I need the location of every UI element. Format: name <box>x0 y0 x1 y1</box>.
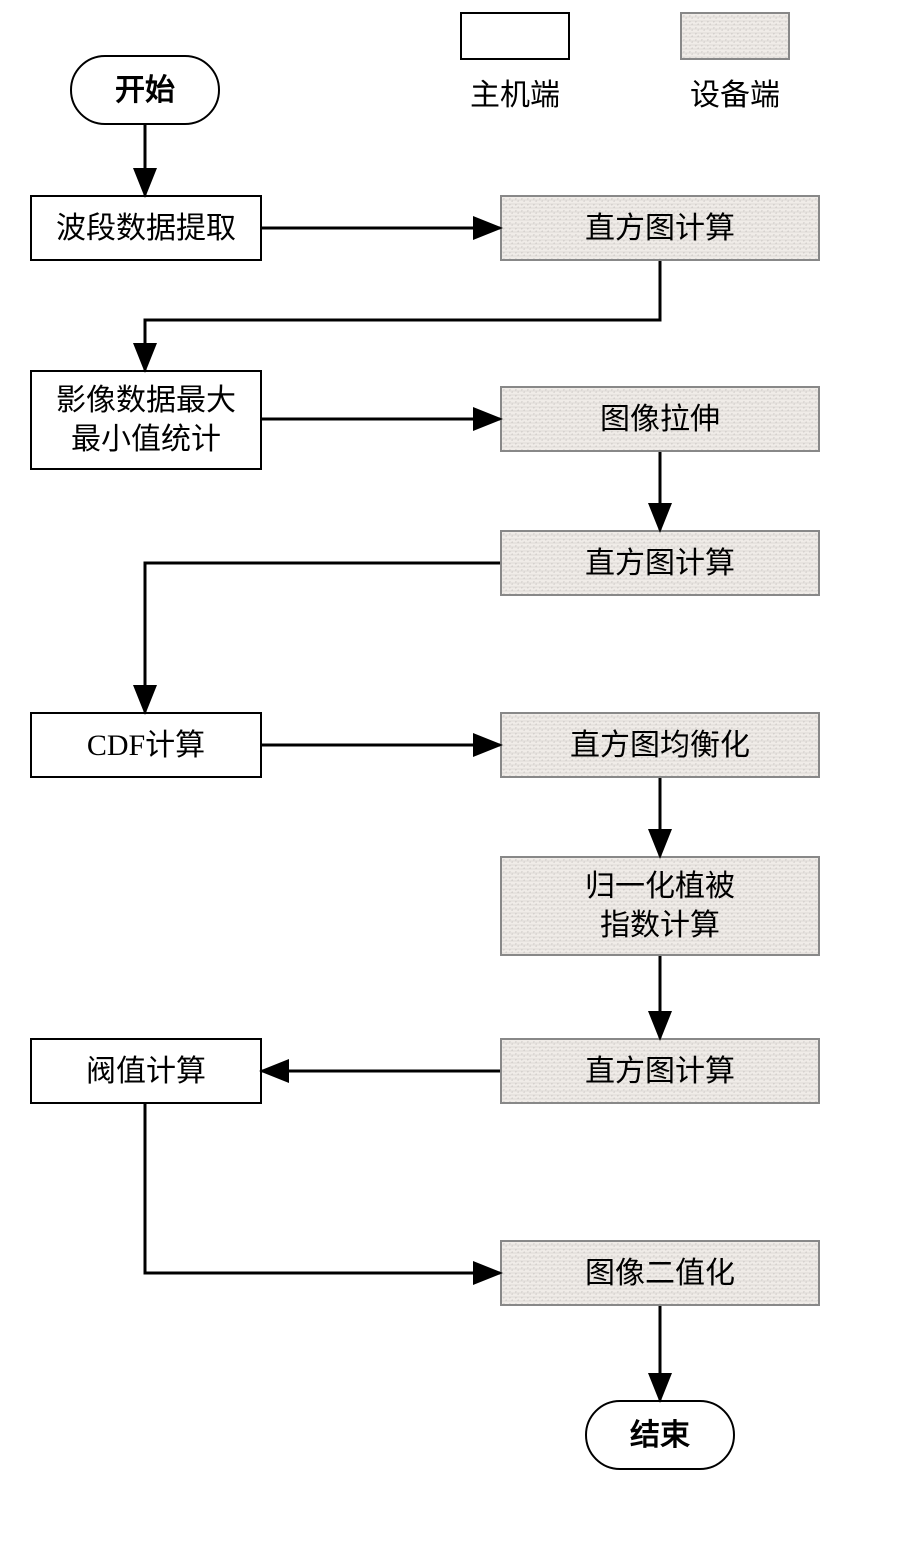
device-histogram-3: 直方图计算 <box>500 1038 820 1104</box>
device-histogram-2: 直方图计算 <box>500 530 820 596</box>
device-ndvi-calc: 归一化植被指数计算 <box>500 856 820 956</box>
host-band-extract: 波段数据提取 <box>30 195 262 261</box>
start-terminal: 开始 <box>70 55 220 125</box>
device-histogram-eq: 直方图均衡化 <box>500 712 820 778</box>
device-image-stretch: 图像拉伸 <box>500 386 820 452</box>
end-terminal: 结束 <box>585 1400 735 1470</box>
legend-label-device: 设备端 <box>680 70 790 114</box>
host-threshold-calc: 阀值计算 <box>30 1038 262 1104</box>
legend-swatch-device <box>680 12 790 60</box>
legend-label-host: 主机端 <box>460 70 570 114</box>
device-binarize: 图像二值化 <box>500 1240 820 1306</box>
host-minmax-stats: 影像数据最大最小值统计 <box>30 370 262 470</box>
legend-swatch-host <box>460 12 570 60</box>
host-cdf-calc: CDF计算 <box>30 712 262 778</box>
device-histogram-1: 直方图计算 <box>500 195 820 261</box>
